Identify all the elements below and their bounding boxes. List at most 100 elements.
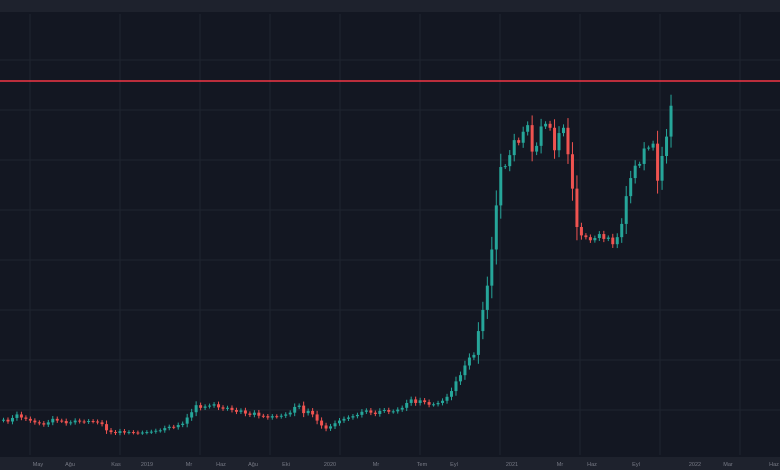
- candle-down: [588, 237, 592, 241]
- candle-up: [526, 125, 530, 132]
- candle-up: [15, 414, 19, 418]
- candle-up: [176, 425, 180, 428]
- candle-down: [217, 404, 221, 408]
- candle-up: [396, 409, 400, 412]
- x-tick-label: 2019: [141, 462, 153, 468]
- candle-up: [149, 431, 153, 433]
- candle-up: [208, 405, 212, 407]
- candle-down: [656, 143, 660, 181]
- candle-up: [145, 432, 149, 434]
- x-tick-label: Haz: [587, 462, 597, 468]
- candle-down: [579, 227, 583, 236]
- candle-down: [221, 407, 225, 409]
- candle-up: [181, 423, 185, 426]
- candle-down: [311, 410, 315, 415]
- candle-up: [669, 105, 673, 137]
- candle-down: [257, 412, 261, 416]
- candle-down: [6, 419, 10, 422]
- candle-up: [190, 412, 194, 418]
- candle-down: [584, 235, 588, 238]
- x-tick-label: Mr: [373, 462, 380, 468]
- candle-up: [454, 381, 458, 392]
- top-toolbar: [0, 0, 780, 12]
- candle-up: [391, 411, 395, 413]
- candle-down: [172, 426, 176, 428]
- candle-up: [346, 417, 350, 419]
- candle-up: [284, 414, 288, 416]
- candle-up: [467, 357, 471, 366]
- candle-down: [82, 421, 86, 423]
- candle-down: [28, 418, 32, 421]
- candle-up: [660, 156, 664, 181]
- candle-up: [194, 405, 198, 413]
- candle-down: [37, 422, 41, 424]
- x-tick-label: Mar: [723, 462, 733, 468]
- candle-up: [203, 406, 207, 408]
- candles: [2, 94, 673, 436]
- candle-up: [508, 155, 512, 167]
- candle-down: [64, 421, 68, 424]
- x-tick-label: Haz: [769, 462, 779, 468]
- x-tick-label: Eyl: [450, 462, 458, 468]
- candle-up: [140, 432, 144, 434]
- candle-up: [432, 404, 436, 406]
- candle-down: [114, 432, 117, 434]
- candle-down: [199, 405, 203, 408]
- candle-down: [423, 400, 427, 403]
- candle-up: [212, 404, 216, 406]
- candle-up: [118, 431, 122, 433]
- candle-down: [324, 425, 328, 429]
- candle-up: [535, 145, 539, 152]
- candle-up: [544, 123, 548, 127]
- candle-down: [91, 421, 95, 423]
- candle-up: [2, 419, 5, 421]
- candle-down: [248, 413, 252, 415]
- candle-up: [333, 423, 337, 427]
- x-tick-label: May: [33, 462, 44, 468]
- candle-down: [570, 154, 574, 189]
- candle-up: [503, 166, 507, 168]
- candle-up: [651, 143, 655, 148]
- x-tick-label: Ağu: [248, 462, 258, 468]
- candle-up: [293, 406, 297, 413]
- candle-down: [105, 424, 109, 431]
- candle-down: [427, 402, 431, 405]
- candle-down: [369, 410, 373, 413]
- candle-down: [387, 410, 391, 412]
- candle-down: [275, 416, 279, 418]
- x-tick-label: Mr: [186, 462, 193, 468]
- candle-up: [458, 375, 462, 382]
- candle-down: [302, 405, 306, 414]
- candle-up: [436, 402, 440, 405]
- candle-down: [517, 140, 521, 143]
- candle-down: [373, 412, 377, 414]
- candle-up: [405, 402, 409, 408]
- candle-up: [472, 354, 476, 358]
- x-tick-label: 2022: [689, 462, 701, 468]
- candle-down: [266, 416, 270, 418]
- candle-down: [131, 432, 135, 434]
- candle-down: [55, 418, 59, 421]
- candle-down: [548, 123, 552, 128]
- candle-up: [46, 422, 50, 425]
- candle-up: [409, 399, 413, 403]
- candle-up: [629, 178, 633, 197]
- candle-up: [226, 407, 229, 409]
- candle-down: [602, 234, 606, 239]
- candle-up: [382, 410, 386, 412]
- candle-down: [611, 237, 615, 245]
- x-tick-label: Ağu: [65, 462, 75, 468]
- candle-up: [490, 249, 494, 286]
- candle-up: [647, 147, 651, 149]
- candle-up: [499, 167, 503, 206]
- x-tick-label: Eyl: [632, 462, 640, 468]
- candle-up: [597, 234, 601, 239]
- candle-up: [450, 391, 453, 397]
- x-tick-label: 2020: [324, 462, 336, 468]
- candle-up: [665, 136, 669, 157]
- candle-up: [73, 420, 77, 423]
- candle-up: [329, 426, 333, 429]
- candle-down: [19, 414, 23, 418]
